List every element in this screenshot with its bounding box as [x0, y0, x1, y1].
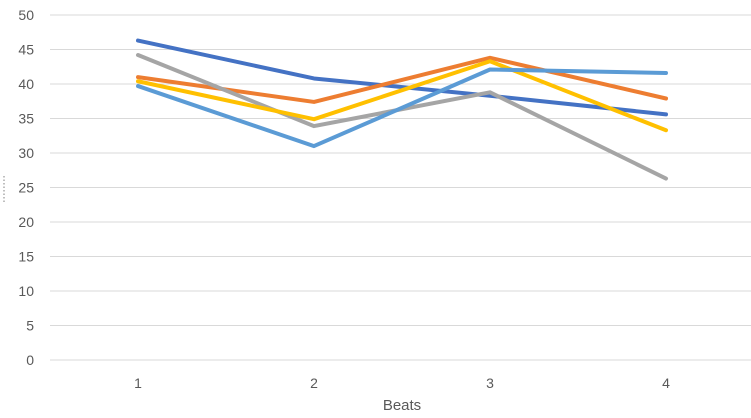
y-tick-label: 0 — [26, 352, 34, 368]
x-axis-title: Beats — [383, 397, 421, 414]
y-tick-label: 10 — [18, 283, 34, 299]
y-tick-label: 50 — [18, 7, 34, 23]
y-tick-label: 20 — [18, 214, 34, 230]
y-tick-label: 15 — [18, 249, 34, 265]
y-tick-label: 30 — [18, 145, 34, 161]
y-tick-label: 35 — [18, 111, 34, 127]
gridlines — [50, 14, 751, 361]
series-line-5 — [136, 67, 668, 149]
y-tick-label: 25 — [18, 180, 34, 196]
x-tick-label: 2 — [310, 375, 318, 391]
x-axis-ticks: 1 2 3 4 — [134, 375, 670, 391]
x-tick-label: 3 — [486, 375, 494, 391]
series-line-2 — [136, 55, 668, 104]
series-lines — [136, 38, 668, 181]
y-tick-label: 5 — [26, 318, 34, 334]
y-tick-label: 40 — [18, 76, 34, 92]
series-line-4 — [136, 59, 668, 133]
series-line-1 — [136, 38, 668, 117]
series-line-3 — [136, 53, 668, 181]
y-tick-label: 45 — [18, 42, 34, 58]
x-tick-label: 4 — [662, 375, 670, 391]
x-tick-label: 1 — [134, 375, 142, 391]
y-axis-ticks: 0 5 10 15 20 25 30 35 40 45 50 — [18, 7, 34, 368]
